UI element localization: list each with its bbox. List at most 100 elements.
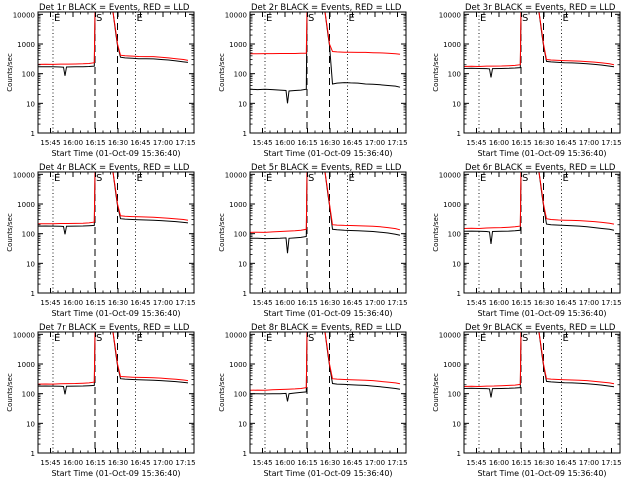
x-tick-label: 16:30: [534, 139, 554, 147]
x-tick-label: 16:45: [130, 459, 150, 467]
plot-frame: [37, 11, 195, 134]
y-tick-label: 1000: [17, 201, 35, 209]
marker-label: E: [349, 333, 355, 344]
series-line-events: [38, 332, 189, 395]
y-tick-label: 1: [31, 290, 35, 298]
x-axis-label: Start Time (01-Oct-09 15:36:40): [263, 149, 392, 158]
y-tick-label: 10000: [225, 331, 247, 339]
series-line-events: [38, 172, 189, 235]
plot-frame: [37, 171, 195, 294]
plot-frame: [463, 331, 621, 454]
y-tick-label: 1: [457, 130, 461, 138]
panel-title: Det 7r BLACK = Events, RED = LLD: [39, 323, 190, 333]
x-tick-label: 16:15: [297, 299, 317, 307]
panel-title: Det 4r BLACK = Events, RED = LLD: [39, 163, 190, 173]
y-tick-label: 100: [22, 71, 35, 79]
x-tick-label: 15:45: [466, 139, 486, 147]
panel-title: Det 6r BLACK = Events, RED = LLD: [465, 163, 616, 173]
x-tick-label: 16:45: [342, 299, 362, 307]
marker-label: E: [563, 173, 569, 184]
x-tick-label: 16:15: [297, 459, 317, 467]
y-tick-label: 1000: [17, 361, 35, 369]
marker-label: E: [137, 13, 143, 24]
y-axis-label: Counts/sec: [6, 373, 14, 412]
y-axis-label: Counts/sec: [218, 213, 226, 252]
series-line-events: [250, 12, 401, 104]
y-tick-label: 10000: [439, 331, 461, 339]
x-tick-label: 16:30: [320, 459, 340, 467]
plot-frame: [37, 331, 195, 454]
series-line-events: [464, 172, 615, 245]
plot-frame: [249, 11, 407, 134]
y-tick-label: 10000: [13, 11, 35, 19]
x-tick-label: 16:30: [108, 139, 128, 147]
y-tick-label: 1: [31, 450, 35, 458]
x-axis-label: Start Time (01-Oct-09 15:36:40): [51, 149, 180, 158]
x-tick-label: 16:30: [320, 299, 340, 307]
y-tick-label: 1000: [229, 361, 247, 369]
marker-label: S: [522, 173, 528, 184]
x-tick-label: 17:15: [175, 299, 195, 307]
marker-label: S: [308, 333, 314, 344]
x-tick-label: 16:15: [85, 139, 105, 147]
marker-label: E: [266, 173, 272, 184]
x-tick-label: 16:45: [556, 299, 576, 307]
x-tick-label: 16:30: [534, 459, 554, 467]
x-tick-label: 15:45: [40, 299, 60, 307]
x-tick-label: 16:45: [342, 139, 362, 147]
y-axis-label: Counts/sec: [6, 53, 14, 92]
y-axis-label: Counts/sec: [218, 53, 226, 92]
x-tick-label: 15:45: [466, 299, 486, 307]
series-line-lld: [250, 172, 401, 233]
series-line-events: [250, 332, 401, 402]
y-tick-label: 1000: [443, 361, 461, 369]
series-line-lld: [250, 12, 401, 55]
x-tick-label: 17:00: [153, 299, 173, 307]
marker-label: E: [480, 13, 486, 24]
marker-label: E: [563, 13, 569, 24]
y-tick-label: 100: [448, 231, 461, 239]
y-tick-label: 1000: [443, 41, 461, 49]
x-tick-label: 16:45: [342, 459, 362, 467]
y-tick-label: 1: [243, 450, 247, 458]
x-tick-label: 16:15: [85, 459, 105, 467]
x-tick-label: 17:15: [387, 459, 407, 467]
x-tick-label: 17:15: [387, 299, 407, 307]
x-tick-label: 17:00: [579, 139, 599, 147]
y-tick-label: 1000: [443, 201, 461, 209]
x-tick-label: 16:30: [108, 299, 128, 307]
x-axis-label: Start Time (01-Oct-09 15:36:40): [51, 309, 180, 318]
x-tick-label: 16:00: [275, 459, 295, 467]
series-line-events: [464, 12, 615, 78]
y-tick-label: 100: [234, 231, 247, 239]
x-tick-label: 17:00: [365, 299, 385, 307]
y-axis-label: Counts/sec: [432, 53, 440, 92]
series-line-events: [38, 12, 189, 76]
x-tick-label: 16:00: [275, 299, 295, 307]
y-axis-label: Counts/sec: [218, 373, 226, 412]
x-tick-label: 16:00: [63, 299, 83, 307]
x-tick-label: 17:15: [387, 139, 407, 147]
x-tick-label: 16:45: [130, 299, 150, 307]
x-axis-label: Start Time (01-Oct-09 15:36:40): [477, 309, 606, 318]
x-tick-label: 16:15: [297, 139, 317, 147]
marker-label: E: [137, 333, 143, 344]
x-tick-label: 17:15: [601, 459, 621, 467]
y-tick-label: 10: [26, 420, 35, 428]
marker-label: S: [96, 173, 102, 184]
y-tick-label: 10000: [225, 11, 247, 19]
x-tick-label: 15:45: [252, 299, 272, 307]
marker-label: S: [308, 173, 314, 184]
y-tick-label: 10: [238, 100, 247, 108]
series-line-lld: [464, 172, 615, 230]
y-tick-label: 10: [452, 100, 461, 108]
series-line-lld: [38, 172, 189, 225]
